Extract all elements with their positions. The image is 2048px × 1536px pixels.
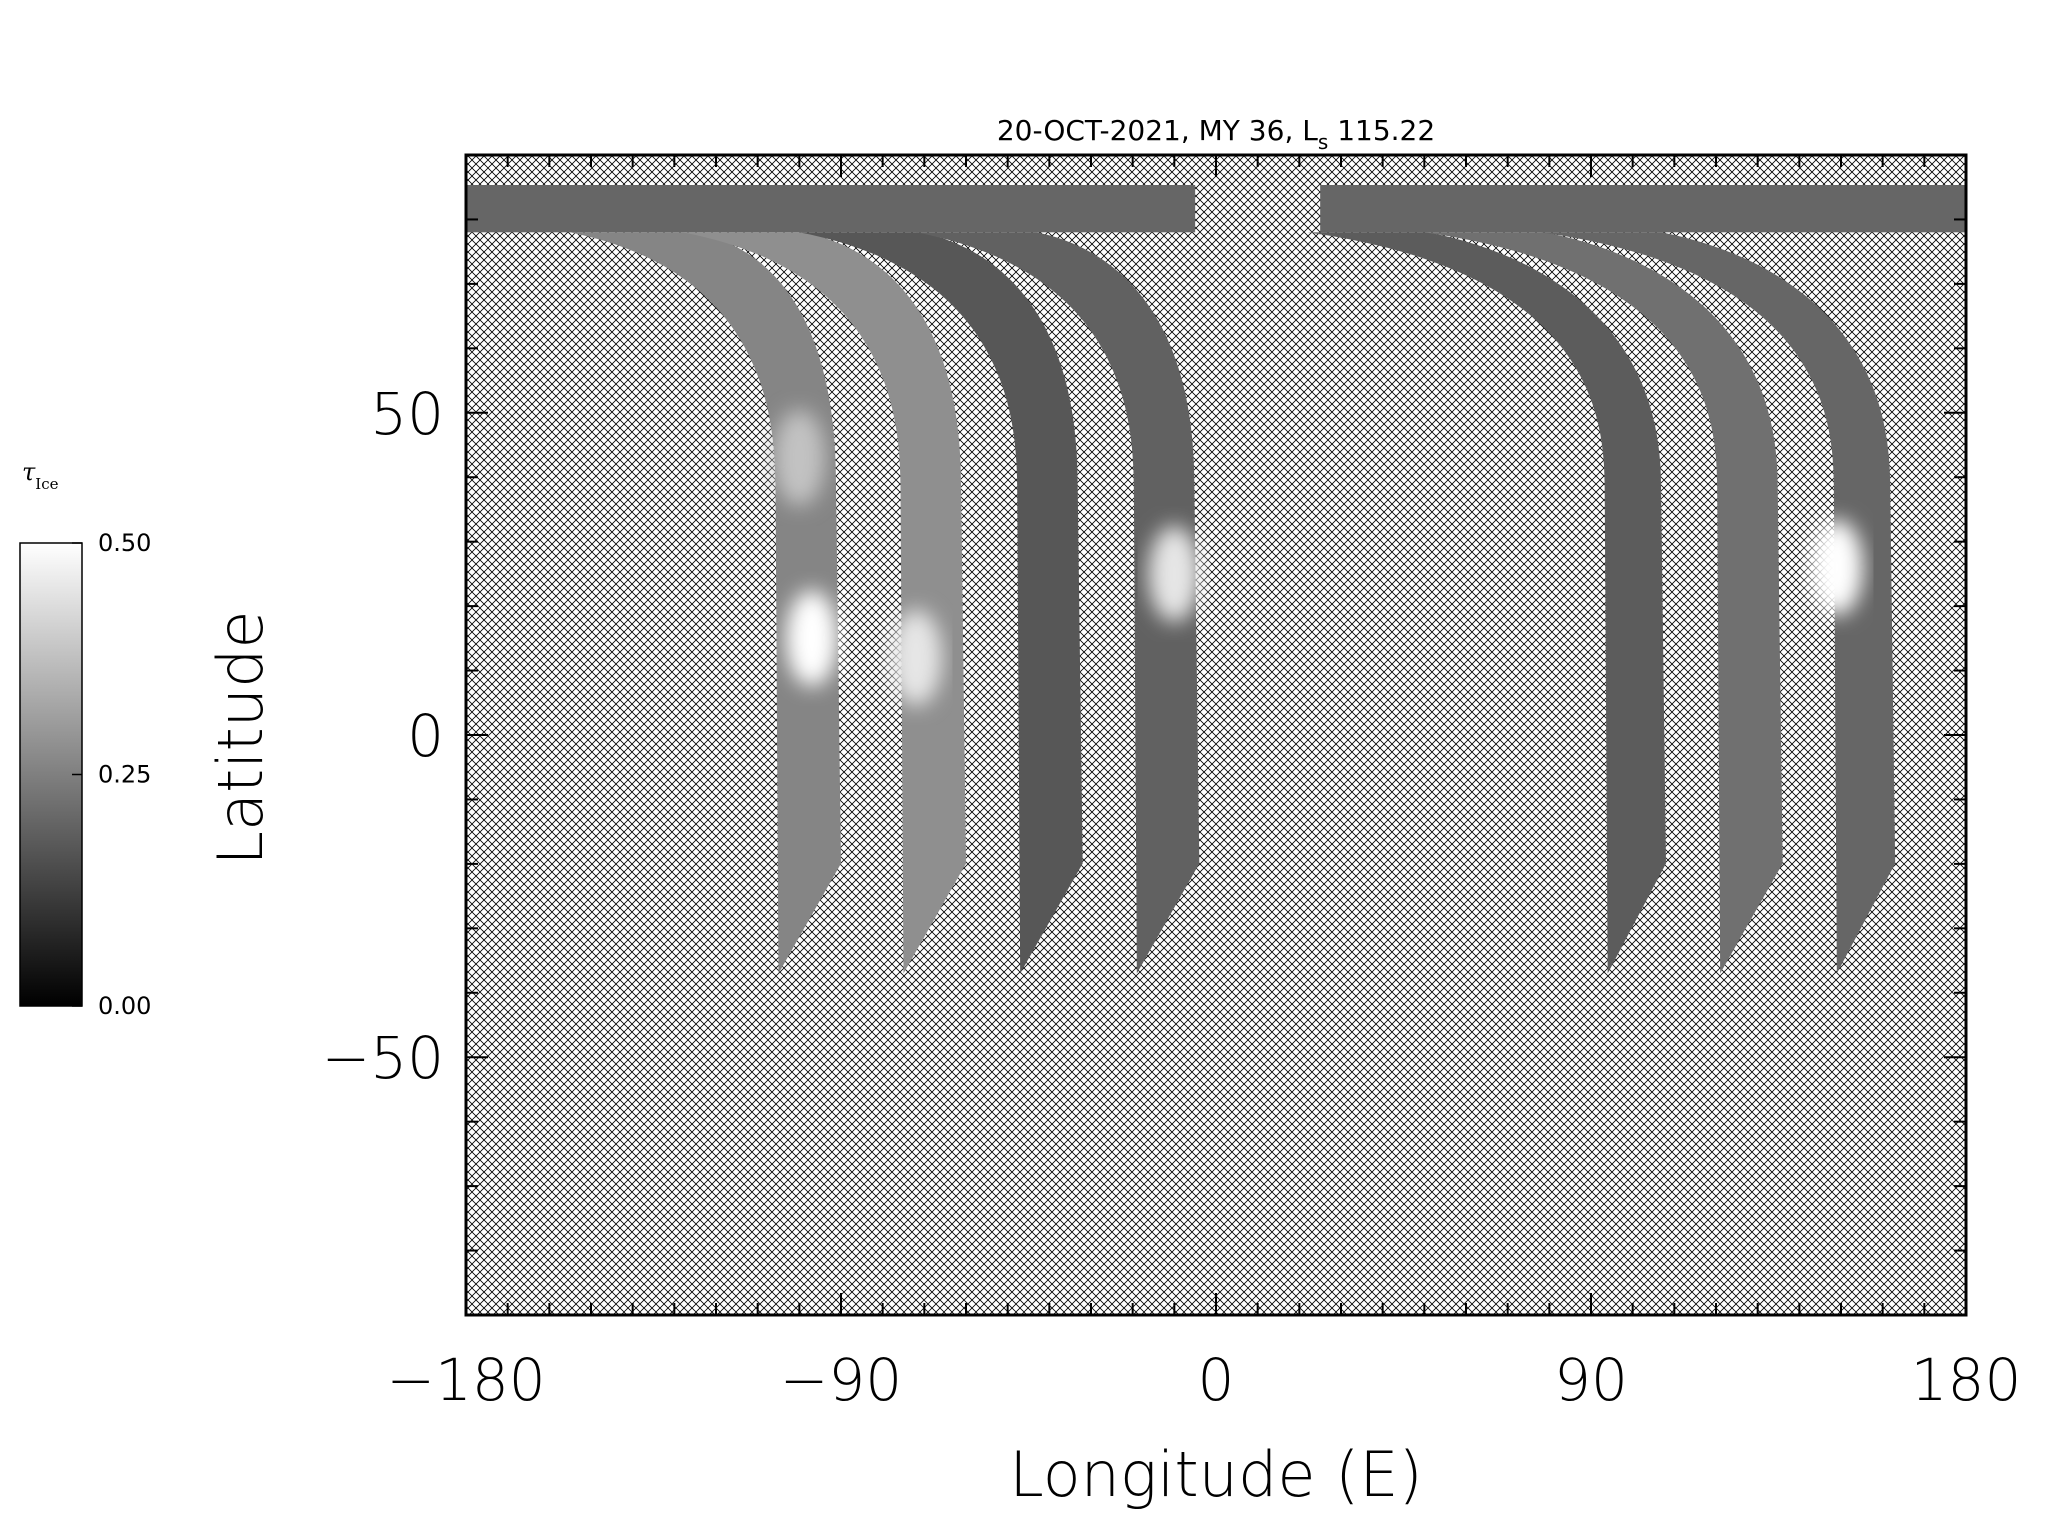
ice-cloud-spot <box>1148 525 1201 622</box>
title-ls-symbol: L <box>1302 114 1318 147</box>
colorbar-label: τIce <box>22 458 59 493</box>
y-tick-label: −50 <box>322 1024 444 1092</box>
orbit-swath <box>682 232 966 974</box>
chart-title: 20-OCT-2021, MY 36, Ls 115.22 <box>997 114 1435 154</box>
ice-cloud-spot <box>773 409 826 506</box>
ice-cloud-spot <box>785 590 838 687</box>
orbit-swath <box>1307 232 1666 974</box>
y-axis-label: Latitude <box>204 610 277 865</box>
colorbar-tick-label: 0.25 <box>98 761 151 789</box>
x-tick-label: 180 <box>1911 1346 2022 1414</box>
colorbar: τIce 0.00 0.25 0.50 <box>19 458 151 1020</box>
colorbar-ticks: 0.00 0.25 0.50 <box>72 529 151 1020</box>
north-cap-segment <box>466 185 1196 233</box>
ice-cloud-spot <box>1810 519 1863 616</box>
x-tick-label: 0 <box>1198 1346 1235 1414</box>
x-tick-label: 90 <box>1554 1346 1628 1414</box>
x-tick-label: −180 <box>386 1346 545 1414</box>
y-tick-label: 50 <box>370 380 444 448</box>
colorbar-gradient <box>19 542 83 1007</box>
title-date: 20-OCT-2021 <box>997 114 1181 147</box>
colorbar-label-symbol: τ <box>22 458 36 486</box>
ice-cloud-spot <box>890 609 942 706</box>
orbit-swath <box>916 232 1200 974</box>
colorbar-label-subscript: Ice <box>35 475 58 493</box>
axis-ticks <box>465 154 1967 1316</box>
x-axis-label: Longitude (E) <box>1009 1438 1422 1511</box>
title-mars-year: MY 36 <box>1199 114 1285 147</box>
title-ls-value: 115.22 <box>1337 114 1435 147</box>
north-cap-segment <box>1320 185 1966 233</box>
data-layer <box>466 185 1966 974</box>
colorbar-tick-label: 0.00 <box>98 992 151 1020</box>
y-tick-label: 0 <box>407 702 444 770</box>
title-ls-subscript: s <box>1318 130 1328 154</box>
x-tick-label: −90 <box>780 1346 902 1414</box>
orbit-swath <box>1424 232 1783 974</box>
colorbar-tick-label: 0.50 <box>98 529 151 557</box>
orbit-swath <box>1541 232 1896 974</box>
tick-labels: −180 −90 0 90 180 50 0 −50 <box>322 380 2022 1414</box>
orbit-swath <box>799 232 1083 974</box>
orbit-swath <box>570 232 841 974</box>
